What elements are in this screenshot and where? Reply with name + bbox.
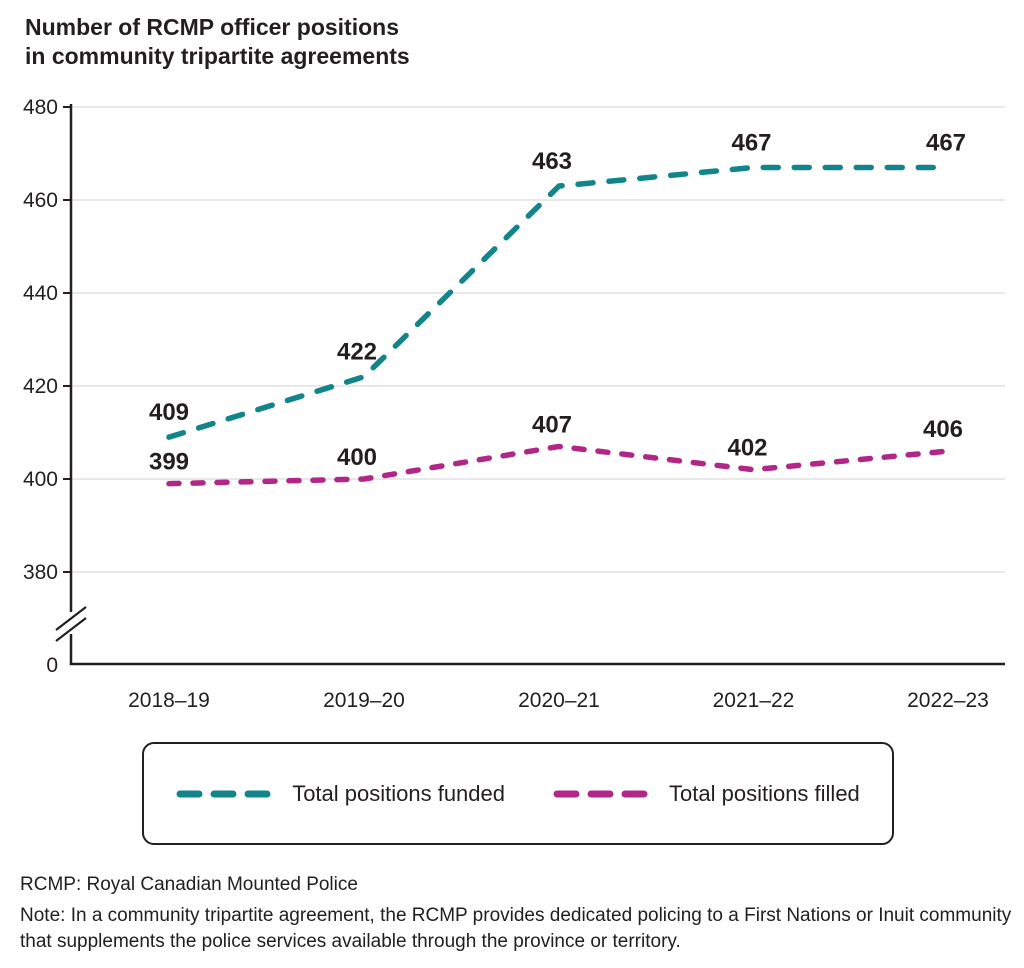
data-label: 422 <box>337 339 377 366</box>
x-tick-label: 2019–20 <box>323 689 405 712</box>
series-line-filled <box>166 443 951 487</box>
legend-label-funded: Total positions funded <box>292 780 506 806</box>
data-label: 406 <box>923 416 963 443</box>
data-label: 400 <box>337 444 377 471</box>
x-tick-label: 2021–22 <box>713 689 795 712</box>
axis-break-slash <box>55 617 87 642</box>
legend-label-filled: Total positions filled <box>669 780 860 806</box>
footnote-abbreviation: RCMP: Royal Canadian Mounted Police <box>20 874 358 895</box>
chart-title: Number of RCMP officer positions in comm… <box>25 13 410 71</box>
line-chart: 480 460 440 420 400 380 0 2018–19 2019–20 2020–21… <box>23 96 1005 712</box>
chart-title-line1: Number of RCMP officer positions <box>25 14 399 40</box>
data-label: 399 <box>149 449 189 476</box>
data-label: 409 <box>149 399 189 426</box>
data-label: 467 <box>731 129 771 156</box>
y-tick-label: 480 <box>23 96 58 119</box>
x-tick-label: 2020–21 <box>518 689 600 712</box>
legend-entry-filled: Total positions filled <box>553 781 860 807</box>
legend-entry-funded: Total positions funded <box>176 781 505 807</box>
series-line-funded <box>166 164 951 440</box>
chart-legend: Total positions funded Total positions f… <box>142 742 894 845</box>
axis-break-slash <box>55 606 87 631</box>
y-tick-label: 400 <box>23 468 58 491</box>
data-label: 463 <box>532 148 572 175</box>
data-label: 402 <box>727 435 767 462</box>
y-tick-label: 460 <box>23 189 58 212</box>
y-tick-label: 380 <box>23 561 58 584</box>
y-origin-label: 0 <box>46 654 58 677</box>
x-tick-label: 2022–23 <box>907 689 989 712</box>
data-label: 407 <box>532 411 572 438</box>
filled-dash-icon <box>553 790 654 797</box>
x-tick-label: 2018–19 <box>128 689 210 712</box>
footnote-note: Note: In a community tripartite agreemen… <box>20 905 1012 952</box>
y-tick-label: 420 <box>23 375 58 398</box>
chart-title-line2: in community tripartite agreements <box>25 43 410 69</box>
data-label: 467 <box>926 129 966 156</box>
y-tick-label: 440 <box>23 282 58 305</box>
funded-dash-icon <box>176 790 277 797</box>
